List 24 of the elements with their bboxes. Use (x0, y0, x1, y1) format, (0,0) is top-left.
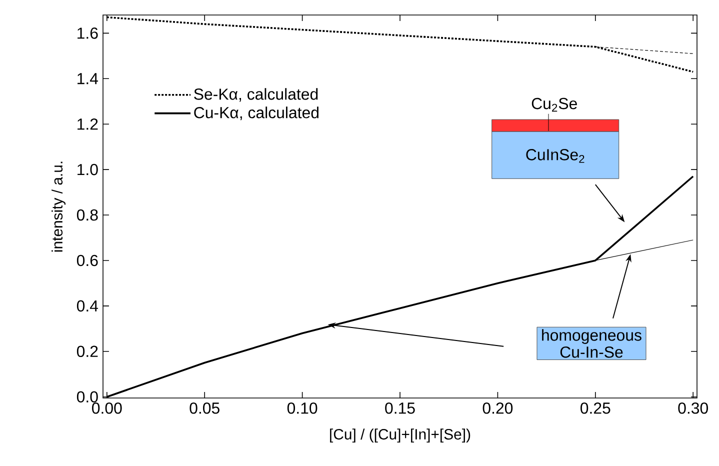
legend-label: Cu-Kα, calculated (194, 106, 318, 120)
x-tick-label: 0.20 (482, 402, 513, 414)
y-tick-label: 0.6 (76, 254, 98, 266)
annotation: Cu-In-Se (560, 346, 623, 358)
y-tick-label: 1.6 (78, 28, 98, 39)
x-tick-label: 0.10 (287, 402, 318, 414)
annotation: Cu$_{2}$Se (532, 98, 577, 112)
annotation: homogeneous (542, 329, 642, 344)
x-tick-label: 0.05 (190, 402, 220, 414)
x-tick-label: 0.30 (678, 402, 708, 414)
y-tick-label: 1.2 (78, 118, 98, 130)
y-tick-label: 0.2 (76, 346, 98, 358)
annotation: CuInSe$_{2}$ (526, 149, 584, 163)
x-tick-label: 0.15 (385, 402, 415, 414)
x-axis-title: [Cu] / ([Cu]+[In]+[Se]) (330, 428, 470, 443)
y-tick-label: 0.4 (76, 300, 98, 312)
y-tick-label: 1.0 (78, 164, 98, 176)
y-axis-title: intensity / a.u. (52, 162, 66, 252)
y-tick-label: 0.8 (76, 209, 98, 221)
legend-label: Se-Kα, calculated (194, 88, 318, 102)
x-tick-label: 0.00 (92, 402, 122, 414)
x-tick-label: 0.25 (580, 402, 610, 414)
y-tick-label: 1.4 (78, 73, 98, 84)
y-tick-label: 0.0 (76, 391, 98, 402)
